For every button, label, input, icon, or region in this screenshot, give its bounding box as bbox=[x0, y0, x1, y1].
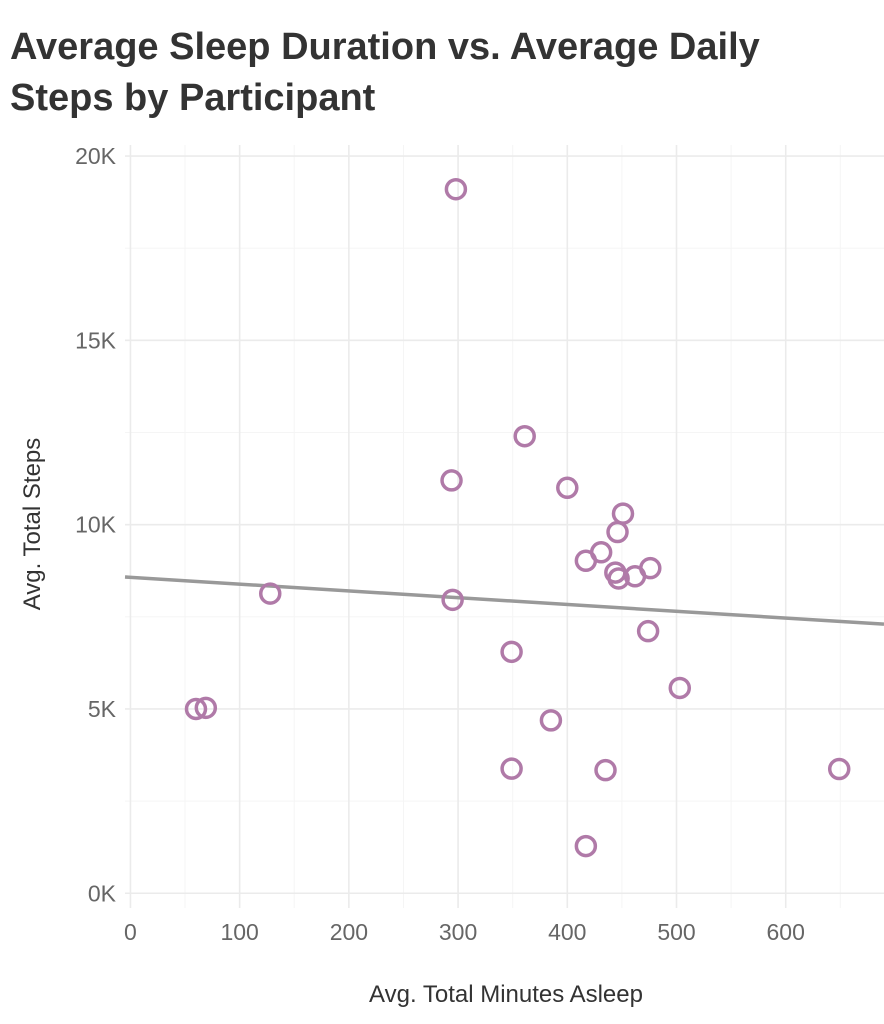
y-tick-label: 20K bbox=[75, 143, 117, 169]
x-tick-label: 100 bbox=[220, 919, 258, 945]
scatter-point bbox=[636, 619, 660, 643]
x-tick-label: 500 bbox=[657, 919, 695, 945]
scatter-point bbox=[184, 697, 208, 721]
scatter-point bbox=[589, 541, 613, 564]
scatter-point bbox=[639, 556, 662, 580]
x-tick-label: 200 bbox=[330, 919, 368, 945]
x-tick-label: 300 bbox=[439, 919, 477, 945]
scatter-point bbox=[668, 676, 692, 700]
scatter-point bbox=[513, 424, 536, 448]
scatter-point bbox=[574, 834, 598, 858]
scatter-point bbox=[539, 709, 563, 732]
x-tick-label: 400 bbox=[548, 919, 586, 945]
x-tick-label: 0 bbox=[124, 919, 137, 945]
x-axis-ticks: 0 100 200 300 400 500 600 bbox=[124, 919, 805, 945]
y-tick-label: 5K bbox=[88, 696, 117, 722]
y-tick-label: 15K bbox=[75, 327, 117, 353]
scatter-point bbox=[500, 640, 523, 664]
y-tick-label: 0K bbox=[88, 880, 117, 906]
scatter-point bbox=[440, 469, 463, 492]
grid-lines bbox=[125, 145, 884, 908]
scatter-point bbox=[556, 476, 579, 500]
scatter-point bbox=[500, 757, 523, 780]
x-axis-label: Avg. Total Minutes Asleep bbox=[369, 981, 643, 1008]
scatter-point bbox=[258, 582, 282, 605]
x-tick-label: 600 bbox=[767, 919, 805, 945]
scatter-point bbox=[827, 757, 851, 781]
data-points bbox=[184, 177, 851, 858]
scatter-point bbox=[611, 502, 635, 525]
y-tick-label: 10K bbox=[75, 512, 117, 538]
scatter-point bbox=[194, 696, 218, 720]
chart-title: Average Sleep Duration vs. Average Daily… bbox=[10, 26, 760, 119]
scatter-point bbox=[607, 567, 630, 590]
y-axis-label: Avg. Total Steps bbox=[19, 438, 46, 611]
trend-line-group bbox=[124, 575, 884, 626]
scatter-point bbox=[594, 758, 617, 782]
scatter-point bbox=[441, 588, 464, 612]
trend-line bbox=[124, 575, 884, 626]
y-axis-ticks: 0K 5K 10K 15K 20K bbox=[75, 143, 117, 906]
scatter-point bbox=[444, 177, 468, 201]
